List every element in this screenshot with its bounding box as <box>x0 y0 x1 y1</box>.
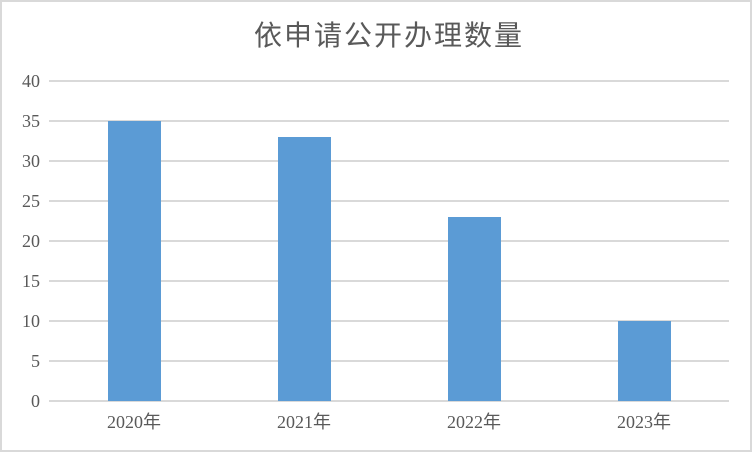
bar-2020年 <box>107 121 161 401</box>
y-axis-tick-label: 25 <box>22 191 40 211</box>
gridline <box>49 320 729 322</box>
x-axis-tick-label: 2023年 <box>617 412 671 432</box>
gridline <box>49 280 729 282</box>
y-axis-tick-label: 0 <box>31 391 40 411</box>
plot-area <box>49 80 729 402</box>
x-axis-tick-label: 2022年 <box>447 412 501 432</box>
bar-2023年 <box>617 321 671 401</box>
y-axis-tick-label: 10 <box>22 311 40 331</box>
x-axis: 2020年 2021年 2022年 2023年 <box>49 410 729 434</box>
gridline <box>49 360 729 362</box>
x-axis-tick-label: 2021年 <box>277 412 331 432</box>
gridline <box>49 400 729 402</box>
y-axis-tick-label: 20 <box>22 231 40 251</box>
gridline <box>49 240 729 242</box>
y-axis-tick-label: 35 <box>22 111 40 131</box>
gridline <box>49 80 729 82</box>
y-axis-tick-label: 15 <box>22 271 40 291</box>
y-axis-tick-label: 40 <box>22 71 40 91</box>
y-axis-tick-label: 5 <box>31 351 40 371</box>
gridline <box>49 200 729 202</box>
y-axis: 0 5 10 15 20 25 30 35 40 <box>2 71 40 411</box>
gridline <box>49 160 729 162</box>
chart-title: 依申请公开办理数量 <box>253 21 524 52</box>
x-axis-tick-label: 2020年 <box>107 412 161 432</box>
y-axis-tick-label: 30 <box>22 151 40 171</box>
bar-2022年 <box>447 217 501 401</box>
gridline <box>49 120 729 122</box>
bar-2021年 <box>277 137 331 401</box>
